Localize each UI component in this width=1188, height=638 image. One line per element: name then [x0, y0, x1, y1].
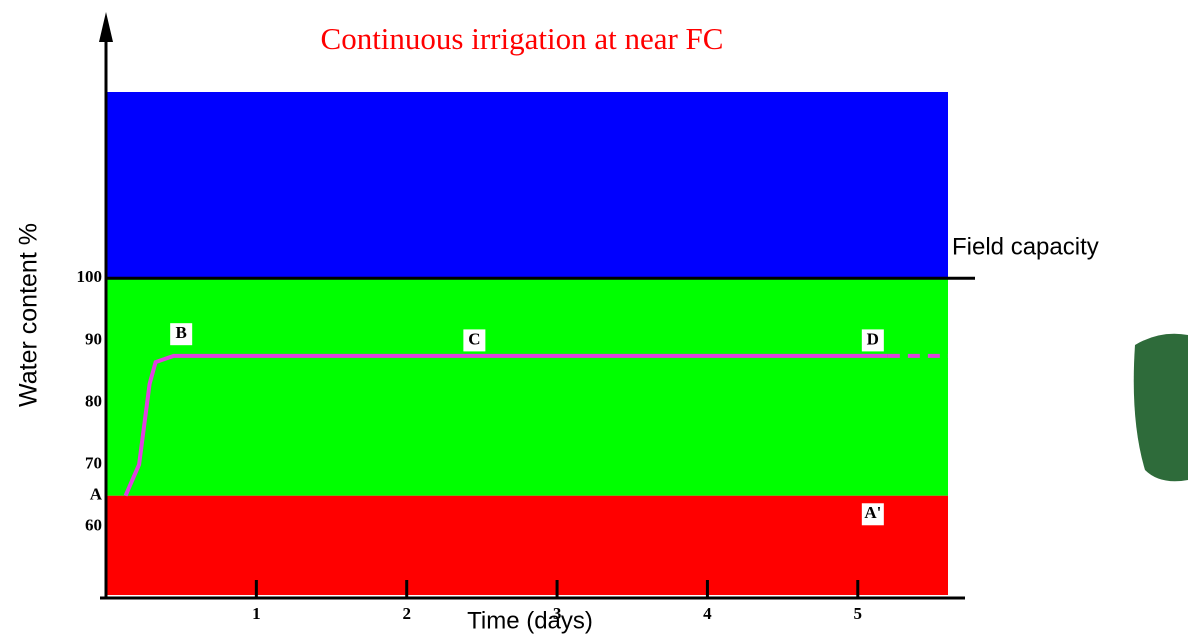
y-tick-label: A	[90, 485, 103, 504]
x-tick-label: 4	[703, 604, 712, 623]
x-tick-label: 5	[854, 604, 863, 623]
annotation-label: C	[468, 329, 480, 348]
x-tick-label: 1	[252, 604, 261, 623]
y-tick-label: 80	[85, 391, 102, 410]
annotation: Field capacity	[952, 234, 1099, 261]
x-axis-label: Time (days)	[467, 607, 593, 634]
axis-arrow	[99, 12, 113, 42]
y-axis-label: Water content %	[15, 223, 43, 407]
page: {"chart_data": {"type": "line", "title":…	[0, 0, 1188, 638]
y-tick-label: 100	[77, 267, 103, 286]
band	[106, 496, 948, 595]
y-tick-label: 90	[85, 329, 102, 348]
x-tick-label: 2	[402, 604, 411, 623]
band	[106, 92, 948, 278]
band	[106, 278, 948, 495]
annotation-label: D	[867, 329, 879, 348]
annotation-label: B	[176, 323, 187, 342]
annotation: D	[862, 329, 884, 351]
annotation: B	[170, 323, 192, 345]
y-tick-label: 60	[85, 516, 102, 535]
chart-title: Continuous irrigation at near FC	[321, 21, 724, 56]
decoration	[1134, 334, 1188, 482]
y-tick-label: 70	[85, 453, 102, 472]
annotation: C	[463, 329, 485, 351]
annotation-label: A'	[864, 503, 881, 522]
chart: Continuous irrigation at near FC Water c…	[0, 0, 1188, 638]
annotation: A'	[862, 503, 884, 525]
